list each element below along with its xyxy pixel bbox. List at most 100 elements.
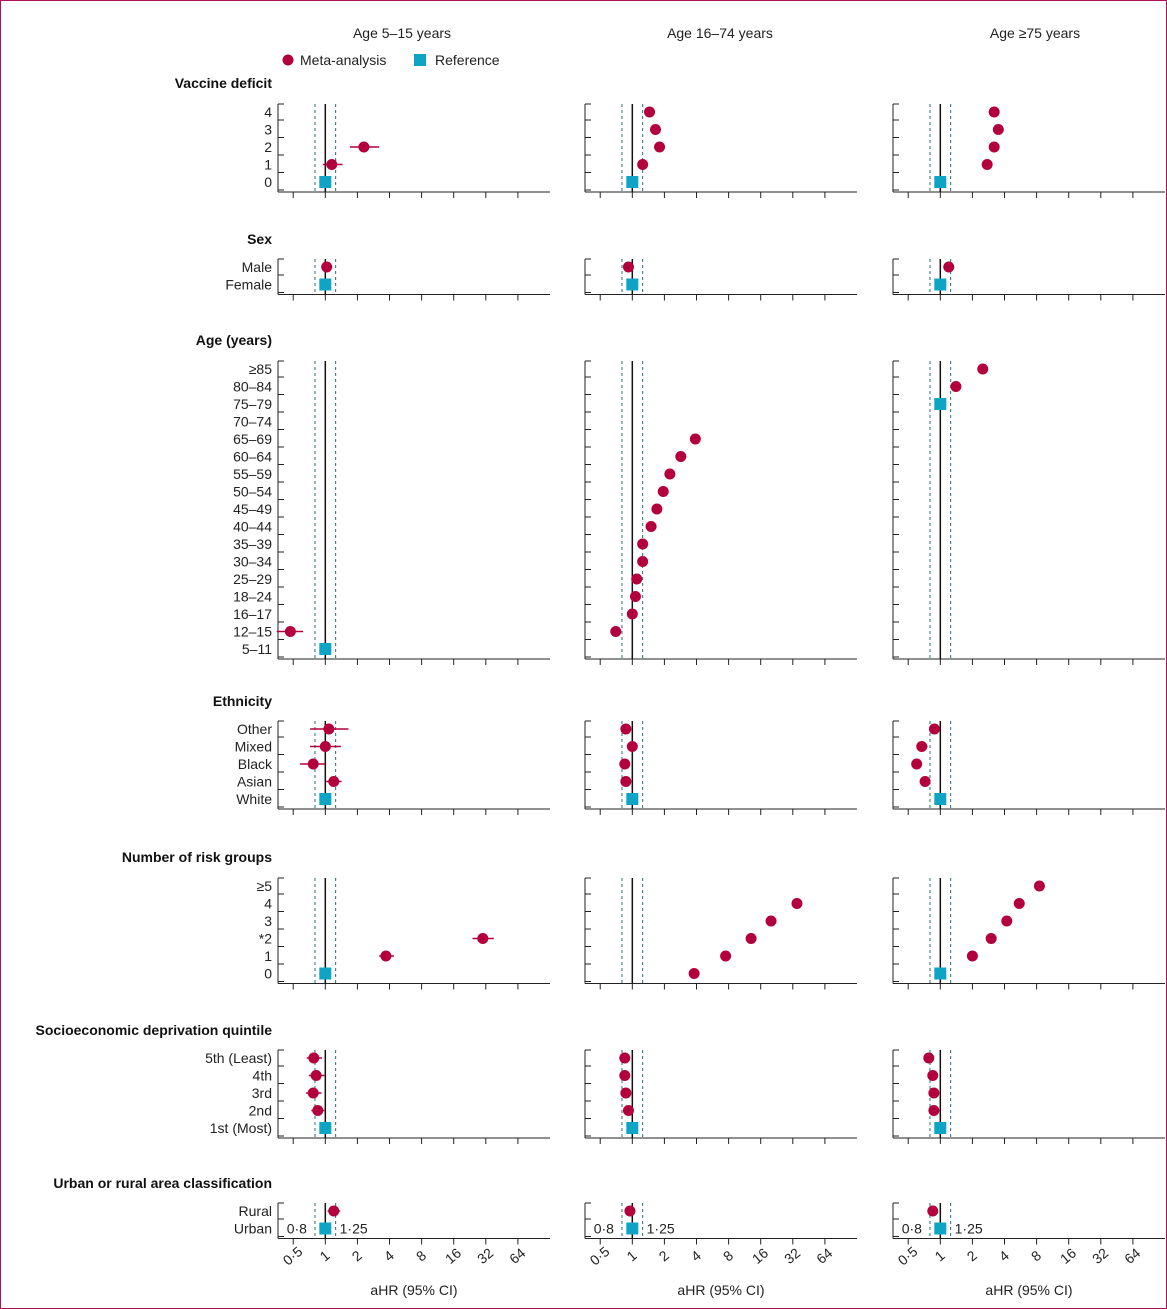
category-label: Male xyxy=(242,259,273,275)
meta-point xyxy=(988,141,1000,153)
category-label: 30–34 xyxy=(233,554,272,570)
reference-marker xyxy=(319,1122,332,1134)
meta-point xyxy=(626,608,638,620)
category-label: 1st (Most) xyxy=(210,1120,272,1136)
reference-marker xyxy=(934,1122,947,1134)
meta-point xyxy=(319,741,331,752)
x-tick-label: 16 xyxy=(1057,1244,1079,1266)
meta-point xyxy=(310,1070,322,1081)
meta-point xyxy=(928,1105,940,1116)
category-label: Female xyxy=(225,277,272,293)
category-label: 4 xyxy=(264,896,272,912)
meta-point xyxy=(644,106,656,118)
category-label: 45–49 xyxy=(233,501,272,517)
meta-point xyxy=(657,486,669,497)
meta-point xyxy=(307,758,319,770)
meta-point xyxy=(284,626,296,637)
category-label: 75–79 xyxy=(233,396,272,412)
x-tick-label: 2 xyxy=(349,1247,365,1264)
category-label: 16–17 xyxy=(233,606,272,622)
meta-point xyxy=(645,521,657,532)
category-label: 1 xyxy=(264,948,272,964)
reference-marker xyxy=(626,176,639,188)
meta-point xyxy=(791,898,803,909)
meta-point xyxy=(919,776,931,787)
x-tick-label: 8 xyxy=(413,1247,429,1264)
meta-point xyxy=(688,968,700,979)
category-label: 5th (Least) xyxy=(205,1050,272,1066)
category-label: Other xyxy=(237,721,272,737)
meta-point xyxy=(720,950,732,962)
category-label: *2 xyxy=(259,931,272,947)
category-label: Mixed xyxy=(235,739,272,755)
reference-marker xyxy=(934,278,947,291)
category-label: 70–74 xyxy=(233,414,272,430)
x-tick-label: 1 xyxy=(624,1247,640,1264)
meta-point xyxy=(916,741,928,752)
reference-marker xyxy=(319,793,332,805)
category-label: 40–44 xyxy=(233,519,272,535)
category-label: 80–84 xyxy=(233,379,272,395)
category-label: 60–64 xyxy=(233,449,272,465)
meta-point xyxy=(619,1070,631,1081)
category-label: 65–69 xyxy=(233,431,272,447)
meta-point xyxy=(323,723,335,735)
meta-point xyxy=(637,538,649,550)
meta-point xyxy=(380,950,392,962)
reference-marker xyxy=(319,643,332,655)
meta-point xyxy=(631,573,643,585)
meta-point xyxy=(966,950,978,962)
x-tick-label: 0·5 xyxy=(587,1243,613,1268)
meta-point xyxy=(622,1105,634,1116)
category-label: 12–15 xyxy=(233,624,272,640)
meta-point xyxy=(626,741,638,752)
meta-point xyxy=(689,433,701,445)
category-label: 4 xyxy=(264,104,272,120)
meta-point xyxy=(651,503,663,515)
meta-point xyxy=(624,1205,636,1217)
x-tick-label: 32 xyxy=(474,1244,496,1266)
x-tick-label: 0·5 xyxy=(280,1243,306,1268)
meta-point xyxy=(321,261,333,273)
meta-point xyxy=(1033,880,1045,892)
column-title-age-16-74: Age 16–74 years xyxy=(667,25,773,41)
group-title-age-years-: Age (years) xyxy=(196,332,272,348)
meta-point xyxy=(1013,898,1025,909)
reference-marker xyxy=(934,398,947,410)
meta-point xyxy=(619,1052,631,1064)
dashed-label-high: 1·25 xyxy=(955,1221,983,1237)
x-tick-label: 64 xyxy=(506,1244,528,1266)
category-label: 18–24 xyxy=(233,589,272,605)
meta-point xyxy=(992,124,1004,135)
category-label: 3rd xyxy=(252,1085,272,1101)
meta-point xyxy=(654,141,666,153)
meta-point xyxy=(326,159,338,170)
meta-point xyxy=(610,626,622,637)
reference-marker xyxy=(934,967,947,980)
meta-point xyxy=(950,381,962,392)
meta-point xyxy=(675,451,687,462)
category-label: 5–11 xyxy=(242,641,272,657)
reference-marker xyxy=(626,1222,639,1235)
group-title-socioeconomic-deprivation-quintile: Socioeconomic deprivation quintile xyxy=(36,1022,273,1038)
category-label: 1 xyxy=(264,157,272,173)
column-title-age-5-15: Age 5–15 years xyxy=(353,25,451,41)
meta-point xyxy=(745,933,757,944)
x-tick-label: 32 xyxy=(1089,1244,1111,1266)
meta-point xyxy=(985,933,997,944)
category-label: Black xyxy=(238,756,273,772)
meta-point xyxy=(988,106,1000,118)
legend: Meta-analysis Reference xyxy=(282,52,500,68)
meta-point xyxy=(650,124,662,135)
category-label: Rural xyxy=(239,1203,272,1219)
x-tick-label: 32 xyxy=(781,1244,803,1266)
reference-marker xyxy=(319,176,332,188)
reference-marker xyxy=(934,793,947,805)
x-tick-label: 4 xyxy=(381,1247,397,1264)
meta-point xyxy=(620,723,632,735)
meta-point xyxy=(629,591,641,602)
meta-point xyxy=(620,776,632,787)
column-title-age-75-plus: Age ≥75 years xyxy=(990,25,1080,41)
